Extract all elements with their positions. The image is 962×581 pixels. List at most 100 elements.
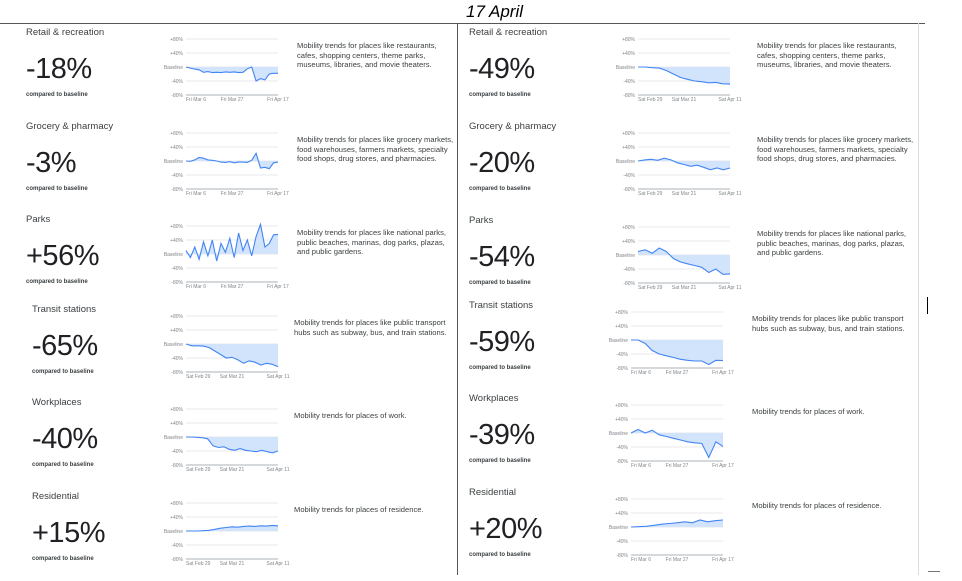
y-tick-label: +40% [170,421,183,427]
trend-line [186,436,279,454]
y-tick-label: +40% [622,51,635,57]
category-title: Grocery & pharmacy [469,121,557,132]
x-tick-label: Fri Mar 27 [221,97,244,103]
y-tick-label: -80% [616,553,628,559]
y-tick-label: -40% [171,356,183,362]
x-tick-label: Sat Mar 21 [220,374,245,380]
y-tick-label: +80% [615,497,628,503]
y-tick-label: +80% [170,314,183,320]
category-title: Transit stations [469,300,534,311]
x-tick-label: Fri Mar 27 [221,191,244,197]
x-tick-label: Fri Apr 17 [712,557,734,563]
x-tick-label: Sat Apr 11 [719,191,742,197]
category-title: Residential [32,491,79,502]
x-tick-label: Fri Apr 17 [267,284,289,290]
y-tick-label: +40% [170,51,183,57]
y-tick-label: -80% [171,463,183,469]
y-tick-label: -40% [171,79,183,85]
x-tick-label: Fri Mar 27 [666,463,689,469]
y-tick-label: +40% [170,145,183,151]
compared-to-baseline-label: compared to baseline [32,556,94,562]
y-tick-label: Baseline [164,252,183,258]
x-tick-label: Fri Mar 6 [631,463,651,469]
x-tick-label: Fri Mar 6 [186,284,206,290]
trend-chart: +80% +40% Baseline -40% -80%Fri Mar 6 Fri Mar… [609,403,734,469]
mobility-card-grocery-pharmacy: Grocery & pharmacy -20% compared to baseli… [469,121,913,211]
y-tick-label: -40% [623,173,635,179]
y-tick-label: +80% [170,224,183,230]
y-tick-label: -80% [171,93,183,99]
x-tick-label: Sat Apr 11 [719,285,742,291]
y-tick-label: Baseline [164,529,183,535]
y-tick-label: +40% [622,239,635,245]
trend-line [638,66,731,85]
trend-chart: +80% +40% Baseline -40% -80%Sat Feb 29 Sat Ma… [164,501,290,567]
compared-to-baseline-label: compared to baseline [32,462,94,468]
top-divider [0,23,925,24]
trend-chart: +80% +40% Baseline -40% -80%Sat Feb 29 Sat Ma… [616,37,742,103]
percent-change: +56% [26,240,99,272]
y-tick-label: -40% [616,352,628,358]
category-title: Workplaces [32,397,82,408]
x-tick-label: Fri Apr 17 [712,463,734,469]
trend-area [631,340,723,365]
x-tick-label: Fri Mar 6 [186,97,206,103]
y-tick-label: -80% [616,366,628,372]
text-cursor [927,297,928,314]
trend-area [638,248,730,275]
compared-to-baseline-label: compared to baseline [469,280,531,286]
y-tick-label: -40% [616,445,628,451]
trend-line [186,524,279,532]
page-title: 17 April [466,2,524,21]
category-title: Residential [469,487,516,498]
mobility-card-parks: Parks +56% compared to baseline Mobility tr… [26,214,466,304]
y-tick-label: Baseline [616,65,635,71]
mobility-card-workplaces: Workplaces -39% compared to baseline Mobili… [469,393,909,483]
x-tick-label: Fri Mar 6 [631,557,651,563]
panel-divider [457,23,458,575]
category-description: Mobility trends for places like restaura… [757,41,897,70]
category-description: Mobility trends for places like national… [297,228,446,257]
category-description: Mobility trends for places like grocery … [297,135,454,164]
right-border [918,23,919,575]
trend-chart: +80% +40% Baseline -40% -80%Fri Mar 6 Fri Mar… [609,310,734,376]
y-tick-label: +40% [615,324,628,330]
percent-change: -65% [32,330,98,362]
category-description: Mobility trends for places like public t… [294,318,447,337]
y-tick-label: +40% [615,417,628,423]
y-tick-label: +80% [170,37,183,43]
x-tick-label: Sat Apr 11 [267,561,290,567]
mobility-card-workplaces: Workplaces -40% compared to baseline Mobili… [32,397,472,487]
x-tick-label: Fri Mar 6 [631,370,651,376]
trend-chart: +80% +40% Baseline -40% -80%Fri Mar 6 Fri Mar… [609,497,734,563]
category-title: Retail & recreation [469,27,548,38]
y-tick-label: +80% [622,37,635,43]
x-tick-label: Sat Feb 29 [638,97,663,103]
x-tick-label: Fri Mar 6 [186,191,206,197]
percent-change: -3% [26,147,77,179]
trend-chart: +80% +40% Baseline -40% -80%Sat Feb 29 Sat Ma… [164,314,290,380]
trend-chart: +80% +40% Baseline -40% -80%Sat Feb 29 Sat Ma… [616,131,742,197]
percent-change: -20% [469,147,535,179]
y-tick-label: -40% [171,173,183,179]
trend-area [186,344,278,367]
y-tick-label: -40% [623,79,635,85]
percent-change: +15% [32,517,105,549]
y-tick-label: -40% [623,267,635,273]
x-tick-label: Fri Apr 17 [712,370,734,376]
trend-chart: +80% +40% Baseline -40% -80%Sat Feb 29 Sat Ma… [164,407,290,473]
trend-line [185,151,279,170]
percent-change: +20% [469,513,542,545]
y-tick-label: -80% [623,187,635,193]
x-tick-label: Sat Mar 21 [220,561,245,567]
trend-area [638,67,730,85]
trend-chart: +80% +40% Baseline -40% -80%Fri Mar 6 Fri Mar… [164,222,289,290]
category-title: Parks [469,215,494,226]
x-tick-label: Sat Apr 11 [719,97,742,103]
x-tick-label: Sat Feb 29 [638,285,663,291]
y-tick-label: +40% [170,515,183,521]
compared-to-baseline-label: compared to baseline [469,552,531,558]
y-tick-label: -80% [171,370,183,376]
x-tick-label: Fri Mar 27 [666,557,689,563]
y-tick-label: +40% [170,238,183,244]
